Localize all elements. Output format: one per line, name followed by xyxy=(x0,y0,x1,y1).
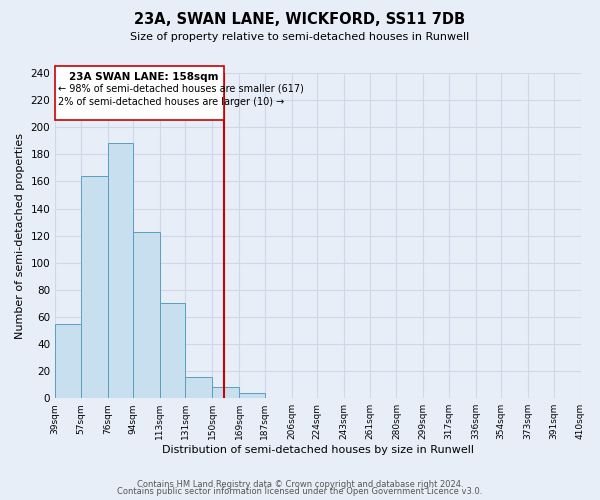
Bar xyxy=(185,376,212,398)
Text: Contains public sector information licensed under the Open Government Licence v3: Contains public sector information licen… xyxy=(118,487,482,496)
Text: Size of property relative to semi-detached houses in Runwell: Size of property relative to semi-detach… xyxy=(130,32,470,42)
Bar xyxy=(80,176,107,398)
Text: 2% of semi-detached houses are larger (10) →: 2% of semi-detached houses are larger (1… xyxy=(58,98,284,108)
Bar xyxy=(212,388,239,398)
Text: ← 98% of semi-detached houses are smaller (617): ← 98% of semi-detached houses are smalle… xyxy=(58,84,304,94)
Text: 23A, SWAN LANE, WICKFORD, SS11 7DB: 23A, SWAN LANE, WICKFORD, SS11 7DB xyxy=(134,12,466,28)
Text: Contains HM Land Registry data © Crown copyright and database right 2024.: Contains HM Land Registry data © Crown c… xyxy=(137,480,463,489)
FancyBboxPatch shape xyxy=(55,66,224,120)
Bar xyxy=(239,393,265,398)
Bar xyxy=(160,304,185,398)
Text: 23A SWAN LANE: 158sqm: 23A SWAN LANE: 158sqm xyxy=(69,72,218,82)
Bar xyxy=(133,232,160,398)
X-axis label: Distribution of semi-detached houses by size in Runwell: Distribution of semi-detached houses by … xyxy=(162,445,474,455)
Bar xyxy=(107,144,133,398)
Y-axis label: Number of semi-detached properties: Number of semi-detached properties xyxy=(15,132,25,338)
Bar xyxy=(55,324,80,398)
